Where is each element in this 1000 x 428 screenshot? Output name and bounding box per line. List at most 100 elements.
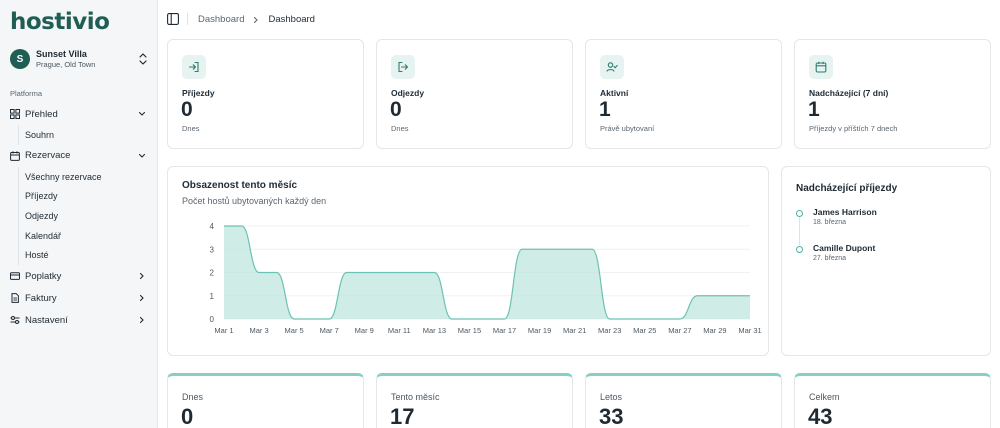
timeline-dot: [796, 210, 803, 217]
guest-item[interactable]: James Harrison 18. března: [796, 207, 976, 235]
stat-subtext: Právě ubytovaní: [600, 124, 655, 133]
stat-value: 17: [390, 404, 415, 428]
timeline-line: [799, 217, 800, 245]
breadcrumb-current: Dashboard: [268, 14, 315, 25]
stat-card-aktivni: Aktivní 1 Právě ubytovaní: [585, 39, 782, 149]
calendar-icon: [10, 150, 20, 161]
sidebar-subitem-kalendar[interactable]: Kalendář: [25, 230, 62, 241]
timeline-dot: [796, 246, 803, 253]
x-tick-label: Mar 9: [355, 326, 374, 335]
guest-name: James Harrison: [813, 207, 877, 217]
chevron-right-icon: [139, 273, 144, 280]
submenu-prehled: Souhrn: [18, 125, 152, 145]
y-tick-label: 3: [210, 245, 215, 254]
stat-value: 33: [599, 404, 624, 428]
sidebar-item-faktury[interactable]: Faktury: [4, 287, 152, 309]
x-tick-label: Mar 11: [388, 326, 411, 335]
sidebar-nav: Přehled Souhrn Rezervace Všechny rezerva…: [4, 103, 152, 331]
stat-subtext: Dnes: [182, 124, 200, 133]
bottom-stat-dnes: Dnes 0: [167, 373, 364, 428]
x-tick-label: Mar 1: [214, 326, 233, 335]
property-name: Sunset Villa: [36, 49, 87, 59]
sidebar-section-label: Platforma: [10, 89, 43, 98]
guest-item[interactable]: Camille Dupont 27. března: [796, 243, 976, 271]
submenu-rezervace: Všechny rezervace Příjezdy Odjezdy Kalen…: [18, 166, 152, 266]
stat-value: 0: [390, 98, 402, 121]
sidebar-item-rezervace[interactable]: Rezervace: [4, 145, 152, 167]
guest-date: 18. března: [813, 219, 847, 226]
login-icon: [182, 55, 206, 79]
guest-name: Camille Dupont: [813, 243, 876, 253]
sidebar-toggle-icon[interactable]: [167, 13, 179, 25]
x-tick-label: Mar 7: [320, 326, 339, 335]
stat-value: 0: [181, 98, 193, 121]
breadcrumb-parent[interactable]: Dashboard: [198, 14, 245, 25]
sidebar-subitem-odjezdy[interactable]: Odjezdy: [25, 210, 59, 221]
sidebar-subitem-souhrn[interactable]: Souhrn: [25, 129, 55, 140]
x-tick-label: Mar 25: [633, 326, 656, 335]
stat-label: Odjezdy: [391, 88, 425, 98]
stat-value: 1: [808, 98, 820, 121]
sidebar-item-label: Nastavení: [25, 314, 68, 326]
bottom-stat-tento-mesic: Tento měsíc 17: [376, 373, 573, 428]
divider: [187, 13, 188, 25]
stat-value: 43: [808, 404, 833, 428]
chart-title: Obsazenost tento měsíc: [182, 180, 298, 191]
occupancy-chart: 0 1 2 3 4 Mar 1 Mar 3 Mar 5 Mar 7 Mar 9 Mar 11 Mar …: [210, 222, 762, 335]
sidebar-item-label: Faktury: [25, 292, 57, 304]
sidebar-item-prehled[interactable]: Přehled: [4, 103, 152, 125]
sidebar-subitem-hoste[interactable]: Hosté: [25, 250, 49, 261]
stat-value: 1: [599, 98, 611, 121]
stat-subtext: Příjezdy v příštích 7 dnech: [809, 124, 898, 133]
user-check-icon: [600, 55, 624, 79]
breadcrumb: Dashboard Dashboard: [198, 14, 315, 25]
x-tick-label: Mar 27: [668, 326, 691, 335]
sidebar-subitem-vsechny-rezervace[interactable]: Všechny rezervace: [25, 171, 102, 182]
y-tick-label: 1: [210, 292, 215, 301]
stat-card-odjezdy: Odjezdy 0 Dnes: [376, 39, 573, 149]
upcoming-arrivals-card: Nadcházející příjezdy James Harrison 18.…: [781, 166, 991, 356]
stat-label: Nadcházející (7 dní): [809, 88, 889, 98]
chevron-up-down-icon: [139, 53, 147, 65]
chevron-right-icon: [254, 16, 259, 23]
card-icon: [10, 271, 20, 281]
guest-date: 27. března: [813, 255, 847, 262]
bottom-stat-celkem: Celkem 43: [794, 373, 991, 428]
chart-subtitle: Počet hostů ubytovaných každý den: [182, 196, 327, 206]
x-tick-label: Mar 5: [285, 326, 304, 335]
sidebar-item-poplatky[interactable]: Poplatky: [4, 265, 152, 287]
grid-icon: [10, 109, 20, 119]
sidebar-item-nastaveni[interactable]: Nastavení: [4, 309, 152, 331]
stat-label: Příjezdy: [182, 88, 215, 98]
stat-label: Tento měsíc: [391, 392, 440, 402]
bottom-stat-letos: Letos 33: [585, 373, 782, 428]
property-location: Prague, Old Town: [36, 60, 96, 69]
sidebar-item-label: Přehled: [25, 108, 58, 120]
brand-logo[interactable]: hostivio: [10, 9, 110, 35]
x-tick-label: Mar 17: [493, 326, 516, 335]
sidebar: hostivio S Sunset Villa Prague, Old Town…: [0, 0, 158, 428]
stat-label: Celkem: [809, 392, 840, 402]
chevron-right-icon: [139, 317, 144, 324]
document-icon: [10, 293, 20, 304]
x-tick-label: Mar 23: [598, 326, 621, 335]
stat-value: 0: [181, 404, 194, 428]
occupancy-area: [224, 226, 750, 319]
stat-label: Aktivní: [600, 88, 629, 98]
sidebar-item-label: Rezervace: [25, 150, 71, 162]
x-tick-label: Mar 13: [423, 326, 446, 335]
stat-label: Dnes: [182, 392, 204, 402]
x-tick-label: Mar 15: [458, 326, 481, 335]
stat-subtext: Dnes: [391, 124, 409, 133]
occupancy-line: [224, 225, 750, 320]
upcoming-title: Nadcházející příjezdy: [796, 183, 898, 194]
x-tick-label: Mar 31: [738, 326, 761, 335]
chevron-down-icon: [138, 153, 146, 158]
property-switcher[interactable]: S Sunset Villa Prague, Old Town: [8, 46, 150, 72]
property-avatar: S: [10, 49, 30, 69]
x-tick-label: Mar 19: [528, 326, 551, 335]
y-tick-label: 2: [210, 269, 215, 278]
sidebar-subitem-prijezdy[interactable]: Příjezdy: [25, 191, 58, 202]
y-tick-label: 4: [210, 222, 215, 231]
chevron-right-icon: [139, 295, 144, 302]
